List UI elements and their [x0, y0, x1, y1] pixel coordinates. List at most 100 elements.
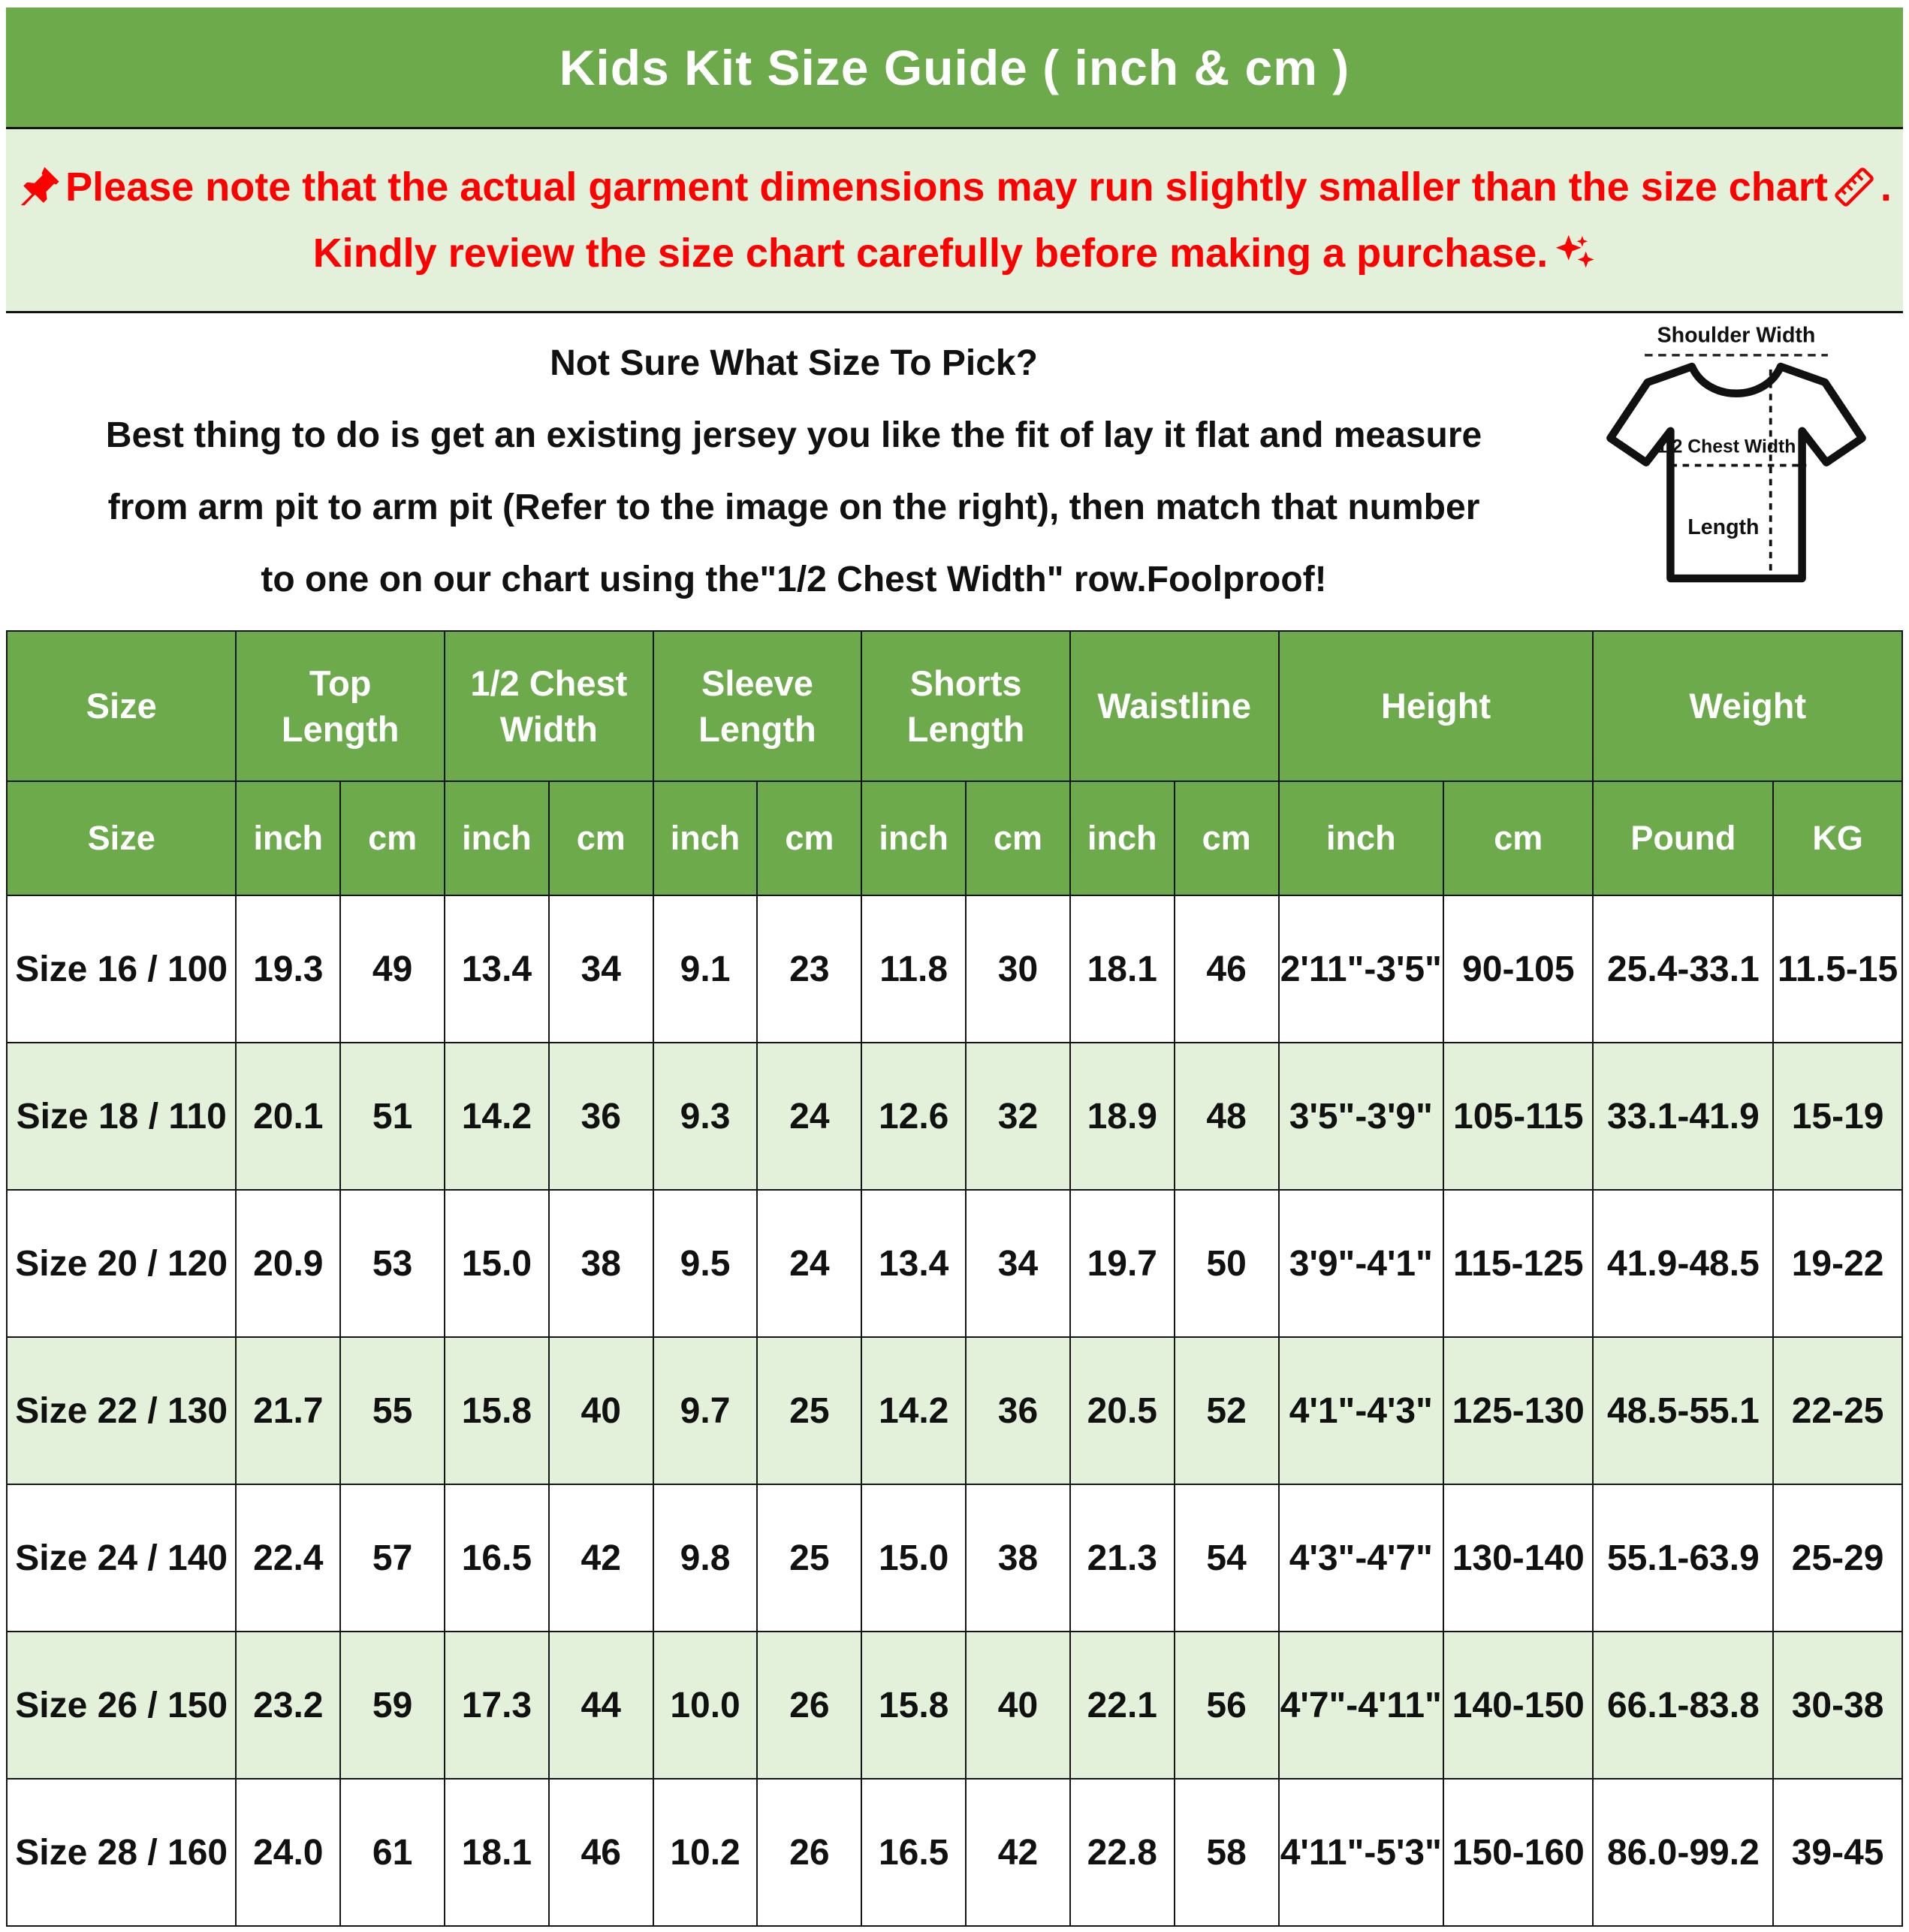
notice-banner: Please note that the actual garment dime… — [6, 129, 1903, 313]
ruler-icon — [1835, 168, 1874, 207]
value-cell: 9.5 — [652, 1189, 758, 1338]
notice-line-2: Kindly review the size chart carefully b… — [313, 230, 1597, 276]
size-cell: Size 20 / 120 — [5, 1189, 237, 1338]
group-header-chest-width: 1/2 Chest Width — [444, 630, 654, 782]
length-label: Length — [1687, 515, 1759, 539]
value-cell: 11.8 — [861, 895, 967, 1043]
value-cell: 41.9-48.5 — [1592, 1189, 1775, 1338]
value-cell: 22.8 — [1069, 1778, 1175, 1927]
value-cell: 59 — [339, 1631, 446, 1780]
value-cell: 18.1 — [1069, 895, 1175, 1043]
value-cell: 19.7 — [1069, 1189, 1175, 1338]
group-header-size: Size — [5, 630, 237, 782]
value-cell: 25 — [756, 1336, 863, 1485]
value-cell: 48.5-55.1 — [1592, 1336, 1775, 1485]
unit-header: KG — [1772, 780, 1903, 896]
value-cell: 15.8 — [444, 1336, 550, 1485]
notice-text-1-suffix: . — [1880, 164, 1892, 210]
page-title: Kids Kit Size Guide ( inch & cm ) — [559, 39, 1350, 95]
value-cell: 140-150 — [1443, 1631, 1594, 1780]
size-cell: Size 16 / 100 — [5, 895, 237, 1043]
value-cell: 49 — [339, 895, 446, 1043]
size-table-body: Size 16 / 100 19.3 49 13.4 34 9.1 23 11.8 30 18.1… — [5, 895, 1903, 1927]
table-row: Size 22 / 130 21.7 55 15.8 40 9.7 25 14.2 36 20.5… — [5, 1336, 1903, 1485]
howto-section: Not Sure What Size To Pick? Best thing t… — [6, 313, 1903, 630]
value-cell: 36 — [965, 1336, 1071, 1485]
value-cell: 66.1-83.8 — [1592, 1631, 1775, 1780]
value-cell: 21.3 — [1069, 1484, 1175, 1632]
tshirt-diagram: Shoulder Width 1/2 Chest Width Length — [1576, 313, 1903, 630]
value-cell: 20.1 — [235, 1042, 342, 1191]
value-cell: 54 — [1173, 1484, 1280, 1632]
value-cell: 150-160 — [1443, 1778, 1594, 1927]
value-cell: 20.9 — [235, 1189, 342, 1338]
value-cell: 32 — [965, 1042, 1071, 1191]
howto-heading: Not Sure What Size To Pick? — [550, 343, 1038, 383]
value-cell: 13.4 — [861, 1189, 967, 1338]
value-cell: 44 — [547, 1631, 654, 1780]
value-cell: 38 — [965, 1484, 1071, 1632]
value-cell: 14.2 — [444, 1042, 550, 1191]
value-cell: 90-105 — [1443, 895, 1594, 1043]
value-cell: 61 — [339, 1778, 446, 1927]
unit-header: inch — [861, 780, 967, 896]
value-cell: 30-38 — [1772, 1631, 1903, 1780]
value-cell: 16.5 — [861, 1778, 967, 1927]
table-row: Size 16 / 100 19.3 49 13.4 34 9.1 23 11.8 30 18.1… — [5, 895, 1903, 1043]
value-cell: 15.8 — [861, 1631, 967, 1780]
pushpin-icon — [20, 167, 59, 206]
value-cell: 13.4 — [444, 895, 550, 1043]
unit-header: inch — [235, 780, 342, 896]
value-cell: 16.5 — [444, 1484, 550, 1632]
notice-line-1: Please note that the actual garment dime… — [17, 164, 1892, 210]
value-cell: 25 — [756, 1484, 863, 1632]
value-cell: 4'1"-4'3" — [1277, 1336, 1445, 1485]
value-cell: 20.5 — [1069, 1336, 1175, 1485]
value-cell: 25-29 — [1772, 1484, 1903, 1632]
value-cell: 21.7 — [235, 1336, 342, 1485]
value-cell: 22.4 — [235, 1484, 342, 1632]
value-cell: 4'7"-4'11" — [1277, 1631, 1445, 1780]
value-cell: 39-45 — [1772, 1778, 1903, 1927]
unit-header: cm — [339, 780, 446, 896]
unit-header: inch — [444, 780, 550, 896]
value-cell: 40 — [547, 1336, 654, 1485]
tshirt-measure-icon: Shoulder Width 1/2 Chest Width Length — [1606, 324, 1866, 583]
value-cell: 9.3 — [652, 1042, 758, 1191]
unit-header: cm — [756, 780, 863, 896]
value-cell: 50 — [1173, 1189, 1280, 1338]
value-cell: 9.7 — [652, 1336, 758, 1485]
value-cell: 56 — [1173, 1631, 1280, 1780]
size-cell: Size 24 / 140 — [5, 1484, 237, 1632]
value-cell: 15-19 — [1772, 1042, 1903, 1191]
value-cell: 23 — [756, 895, 863, 1043]
size-cell: Size 28 / 160 — [5, 1778, 237, 1927]
value-cell: 46 — [547, 1778, 654, 1927]
value-cell: 52 — [1173, 1336, 1280, 1485]
table-group-header-row: Size Top Length 1/2 Chest Width Sleeve L… — [5, 630, 1903, 782]
value-cell: 24 — [756, 1042, 863, 1191]
notice-text-2: Kindly review the size chart carefully b… — [312, 231, 1549, 276]
value-cell: 19.3 — [235, 895, 342, 1043]
unit-header: inch — [1277, 780, 1445, 896]
value-cell: 26 — [756, 1631, 863, 1780]
value-cell: 42 — [965, 1778, 1071, 1927]
size-cell: Size 22 / 130 — [5, 1336, 237, 1485]
value-cell: 46 — [1173, 895, 1280, 1043]
value-cell: 15.0 — [444, 1189, 550, 1338]
value-cell: 86.0-99.2 — [1592, 1778, 1775, 1927]
value-cell: 34 — [965, 1189, 1071, 1338]
table-row: Size 24 / 140 22.4 57 16.5 42 9.8 25 15.0 38 21.3… — [5, 1484, 1903, 1632]
value-cell: 48 — [1173, 1042, 1280, 1191]
unit-header: Pound — [1592, 780, 1775, 896]
value-cell: 115-125 — [1443, 1189, 1594, 1338]
value-cell: 22-25 — [1772, 1336, 1903, 1485]
table-unit-header-row: Size inch cm inch cm inch cm inch cm inc… — [5, 780, 1903, 896]
value-cell: 3'9"-4'1" — [1277, 1189, 1445, 1338]
value-cell: 42 — [547, 1484, 654, 1632]
chest-width-label: 1/2 Chest Width — [1657, 436, 1796, 457]
value-cell: 4'3"-4'7" — [1277, 1484, 1445, 1632]
howto-line-1: Best thing to do is get an existing jers… — [105, 415, 1482, 455]
title-bar: Kids Kit Size Guide ( inch & cm ) — [6, 8, 1903, 129]
